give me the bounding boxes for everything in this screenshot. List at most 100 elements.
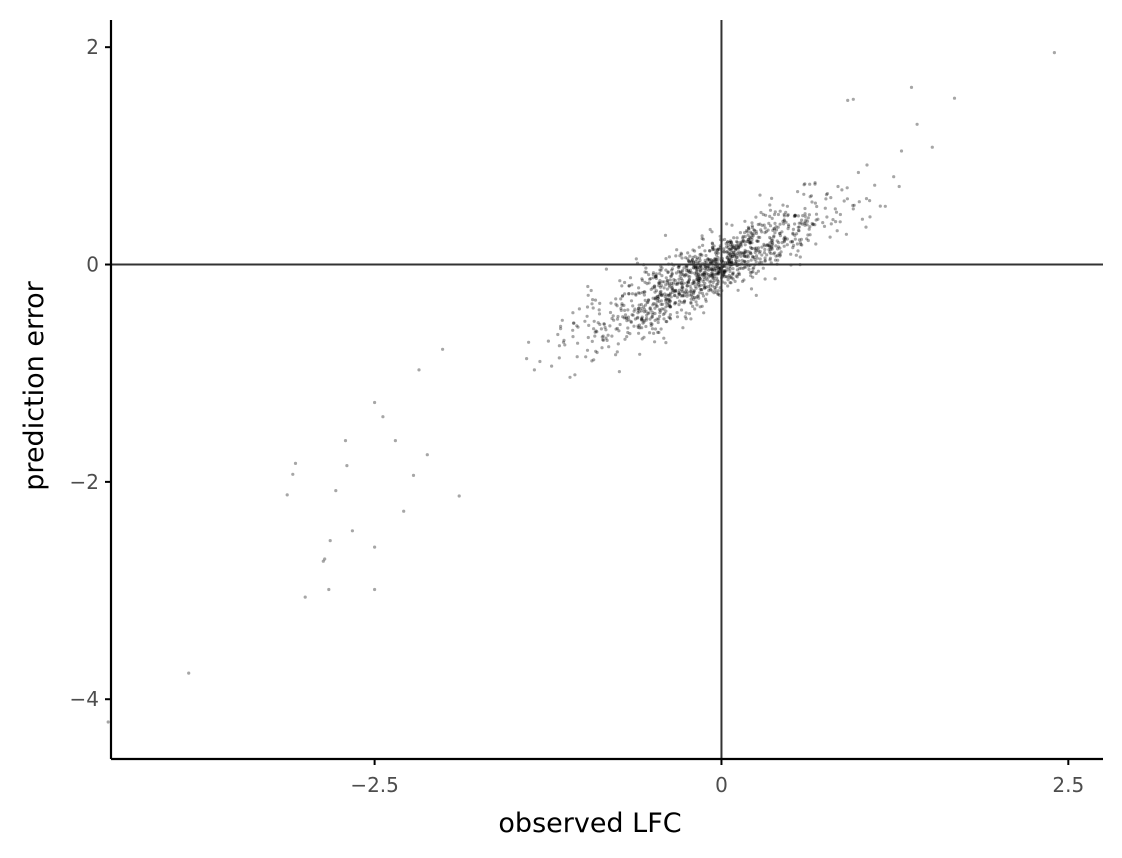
data-point xyxy=(674,289,678,293)
data-point xyxy=(663,292,667,296)
data-point xyxy=(725,222,729,226)
data-point xyxy=(754,246,758,250)
data-point xyxy=(856,170,861,175)
data-point xyxy=(568,375,572,379)
data-point xyxy=(739,266,743,270)
data-point xyxy=(620,303,624,307)
data-point xyxy=(687,278,691,282)
data-point xyxy=(713,272,718,276)
data-point xyxy=(664,257,668,261)
data-point xyxy=(742,254,746,258)
data-point xyxy=(771,241,775,245)
data-point xyxy=(800,243,804,247)
data-point xyxy=(725,240,730,244)
data-point xyxy=(754,254,759,258)
data-point xyxy=(735,240,739,244)
data-point xyxy=(683,299,687,303)
data-point xyxy=(614,302,618,306)
data-point xyxy=(793,237,797,241)
data-point xyxy=(728,260,732,264)
data-point xyxy=(616,314,620,319)
data-point xyxy=(805,219,810,223)
data-point xyxy=(675,282,679,286)
data-point xyxy=(611,314,615,318)
data-point xyxy=(797,229,801,233)
data-point xyxy=(778,246,782,250)
data-point xyxy=(776,225,780,229)
data-point xyxy=(595,350,599,355)
data-point xyxy=(793,233,797,237)
data-point xyxy=(693,307,697,311)
data-point xyxy=(615,326,620,331)
data-point xyxy=(735,255,739,260)
data-point xyxy=(741,236,745,240)
data-point xyxy=(801,214,805,218)
data-point xyxy=(803,220,807,224)
data-point xyxy=(750,233,754,237)
data-point xyxy=(597,312,602,316)
data-point xyxy=(763,247,767,252)
data-point xyxy=(699,269,703,273)
data-point xyxy=(678,254,682,258)
data-point xyxy=(741,238,745,242)
data-point xyxy=(763,256,767,260)
data-point xyxy=(762,242,766,246)
data-point xyxy=(695,294,700,299)
data-point xyxy=(665,320,669,324)
data-point xyxy=(791,231,795,235)
data-point xyxy=(825,215,829,219)
data-point xyxy=(734,274,738,278)
data-point xyxy=(620,302,624,306)
data-point xyxy=(710,268,714,273)
data-point xyxy=(692,266,696,270)
data-point xyxy=(688,268,693,272)
y-tick-label: 2 xyxy=(86,35,99,59)
data-point xyxy=(688,275,692,279)
data-point xyxy=(373,545,377,549)
data-point xyxy=(636,311,640,315)
data-point xyxy=(654,274,658,278)
data-point xyxy=(747,267,751,271)
data-point xyxy=(734,253,738,257)
data-point xyxy=(657,299,661,304)
data-point xyxy=(793,214,797,218)
data-point xyxy=(345,464,349,468)
data-point xyxy=(689,290,693,294)
data-point xyxy=(692,289,697,293)
data-point xyxy=(763,277,767,281)
data-point xyxy=(783,236,787,240)
data-point xyxy=(706,257,710,261)
data-point xyxy=(786,227,790,231)
data-point xyxy=(679,276,683,281)
data-point xyxy=(728,240,732,244)
data-point xyxy=(591,298,595,302)
y-axis-title: prediction error xyxy=(19,280,50,490)
data-point xyxy=(715,250,719,254)
data-point xyxy=(584,355,588,359)
data-point xyxy=(765,243,769,247)
data-point xyxy=(697,278,701,282)
data-point xyxy=(673,290,677,294)
data-point xyxy=(731,277,735,281)
data-point xyxy=(687,281,691,285)
data-point xyxy=(706,273,711,277)
data-point xyxy=(776,247,780,251)
data-point xyxy=(696,266,700,270)
data-point xyxy=(807,213,812,217)
data-point xyxy=(725,250,729,254)
data-point xyxy=(704,253,708,258)
data-point xyxy=(187,671,191,675)
data-point xyxy=(748,245,753,249)
data-point xyxy=(666,270,670,275)
data-point xyxy=(713,257,718,261)
data-point xyxy=(631,304,635,308)
data-point xyxy=(746,237,750,242)
data-point xyxy=(790,240,795,244)
data-point xyxy=(710,242,715,246)
data-point xyxy=(737,259,741,263)
data-point xyxy=(708,280,712,284)
data-point xyxy=(750,270,754,274)
data-point xyxy=(725,250,729,254)
data-point xyxy=(665,287,670,291)
data-point xyxy=(668,292,672,296)
